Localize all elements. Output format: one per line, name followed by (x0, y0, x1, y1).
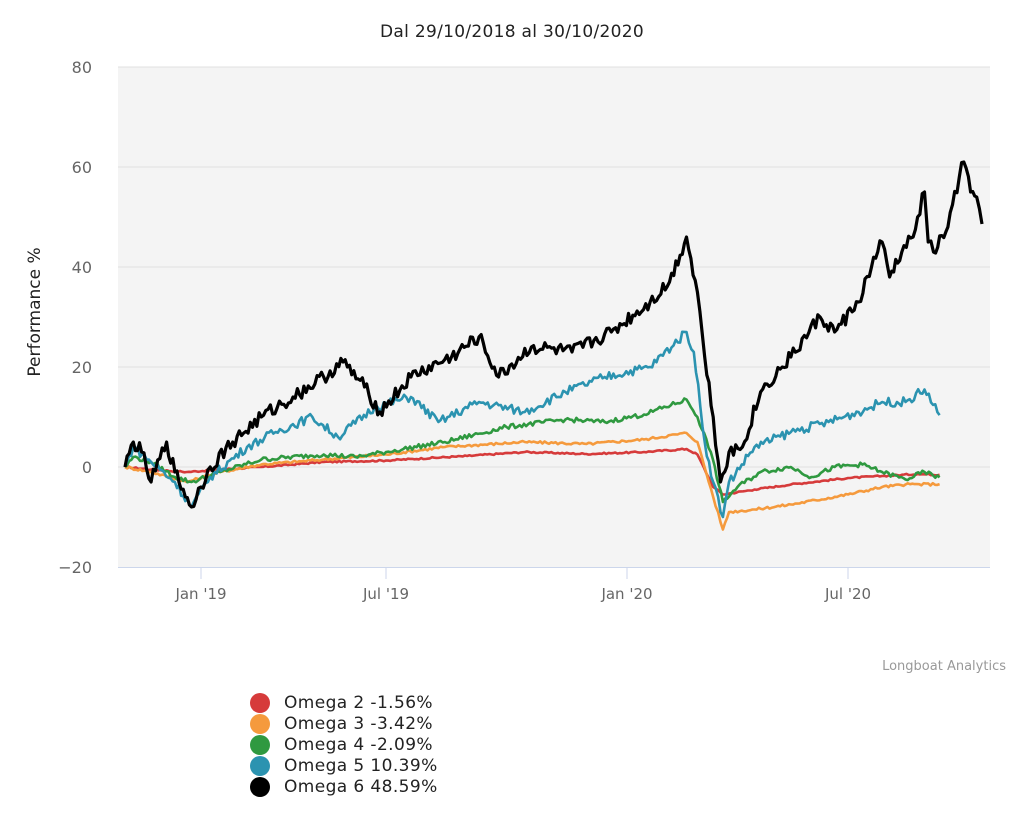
x-tick-label: Jan '20 (600, 585, 652, 603)
legend-marker-icon (250, 713, 270, 734)
y-tick-label: −20 (58, 558, 92, 577)
legend-marker-icon (250, 755, 270, 776)
y-axis-ticks: −20 0 20 40 60 80 (58, 58, 92, 577)
x-tick-label: Jan '19 (174, 585, 226, 603)
legend-item-omega-3[interactable]: Omega 3 -3.42% (250, 713, 438, 734)
legend-marker-icon (250, 776, 270, 797)
series-line-omega-3[interactable] (124, 431, 941, 531)
y-tick-label: 20 (72, 358, 92, 377)
x-tick-label: Jul '20 (824, 585, 871, 603)
legend: Omega 2 -1.56% Omega 3 -3.42% Omega 4 -2.0… (250, 692, 438, 797)
credits-label[interactable]: Longboat Analytics (882, 659, 1006, 674)
legend-label: Omega 2 -1.56% (284, 692, 433, 713)
y-tick-label: 80 (72, 58, 92, 77)
legend-item-omega-4[interactable]: Omega 4 -2.09% (250, 734, 438, 755)
series-line-omega-4[interactable] (124, 397, 941, 504)
y-tick-label: 40 (72, 258, 92, 277)
legend-item-omega-6[interactable]: Omega 6 48.59% (250, 776, 438, 797)
legend-label: Omega 5 10.39% (284, 755, 438, 776)
series-line-omega-5[interactable] (123, 330, 941, 519)
y-axis-label: Performance % (25, 247, 45, 376)
chart-title: Dal 29/10/2018 al 30/10/2020 (380, 22, 644, 42)
legend-label: Omega 4 -2.09% (284, 734, 433, 755)
y-tick-label: 60 (72, 158, 92, 177)
legend-marker-icon (250, 734, 270, 755)
x-axis: Jan '19 Jul '19 Jan '20 Jul '20 (118, 567, 990, 603)
legend-item-omega-2[interactable]: Omega 2 -1.56% (250, 692, 438, 713)
y-tick-label: 0 (82, 458, 92, 477)
series-line-omega-6[interactable] (123, 160, 984, 509)
legend-marker-icon (250, 692, 270, 713)
legend-label: Omega 6 48.59% (284, 776, 438, 797)
series-group (123, 160, 984, 531)
x-tick-label: Jul '19 (362, 585, 409, 603)
legend-item-omega-5[interactable]: Omega 5 10.39% (250, 755, 438, 776)
grid-lines (118, 66, 990, 468)
series-line-omega-2[interactable] (124, 447, 940, 496)
legend-label: Omega 3 -3.42% (284, 713, 433, 734)
